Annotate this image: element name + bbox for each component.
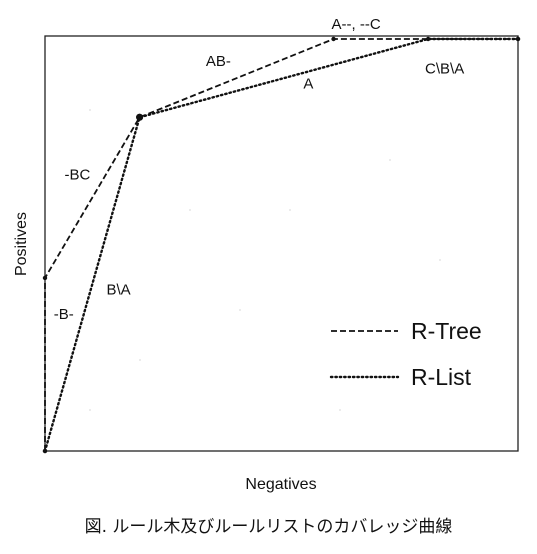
y-axis-label: Positives [13,212,30,276]
annotation-layer: A--, --C AB- A C\B\A -BC B\A -B- [54,16,465,323]
data-point-r-list-2 [425,36,431,42]
x-axis-label: Negatives [245,476,316,493]
annotation-label-4: -BC [64,166,90,183]
data-point-r-list-3 [515,36,521,42]
legend-label-r-list: R-List [411,364,472,390]
data-point-r-list-0 [42,448,48,454]
coverage-chart: A--, --C AB- A C\B\A -BC B\A -B- Negatives Pos… [13,16,521,493]
series-layer [42,36,521,454]
annotation-label-6: -B- [54,306,74,323]
data-point-r-tree-1 [42,275,48,281]
series-line-r-list [43,37,520,453]
legend-label-r-tree: R-Tree [411,318,482,344]
plot-frame [44,35,519,452]
annotation-label-2: A [303,76,313,93]
annotation-label-5: B\A [106,281,130,298]
series-line-r-tree [44,38,518,451]
legend: R-Tree R-List [329,318,482,390]
data-point-r-tree-3 [331,36,336,42]
annotation-label-3: C\B\A [425,61,464,78]
background-specks [89,104,441,411]
annotation-label-0: A--, --C [332,16,381,33]
annotation-label-1: AB- [206,53,231,70]
figure-caption: 図. ルール木及びルールリストのカバレッジ曲線 [84,517,453,537]
data-point-r-list-1 [136,113,144,121]
